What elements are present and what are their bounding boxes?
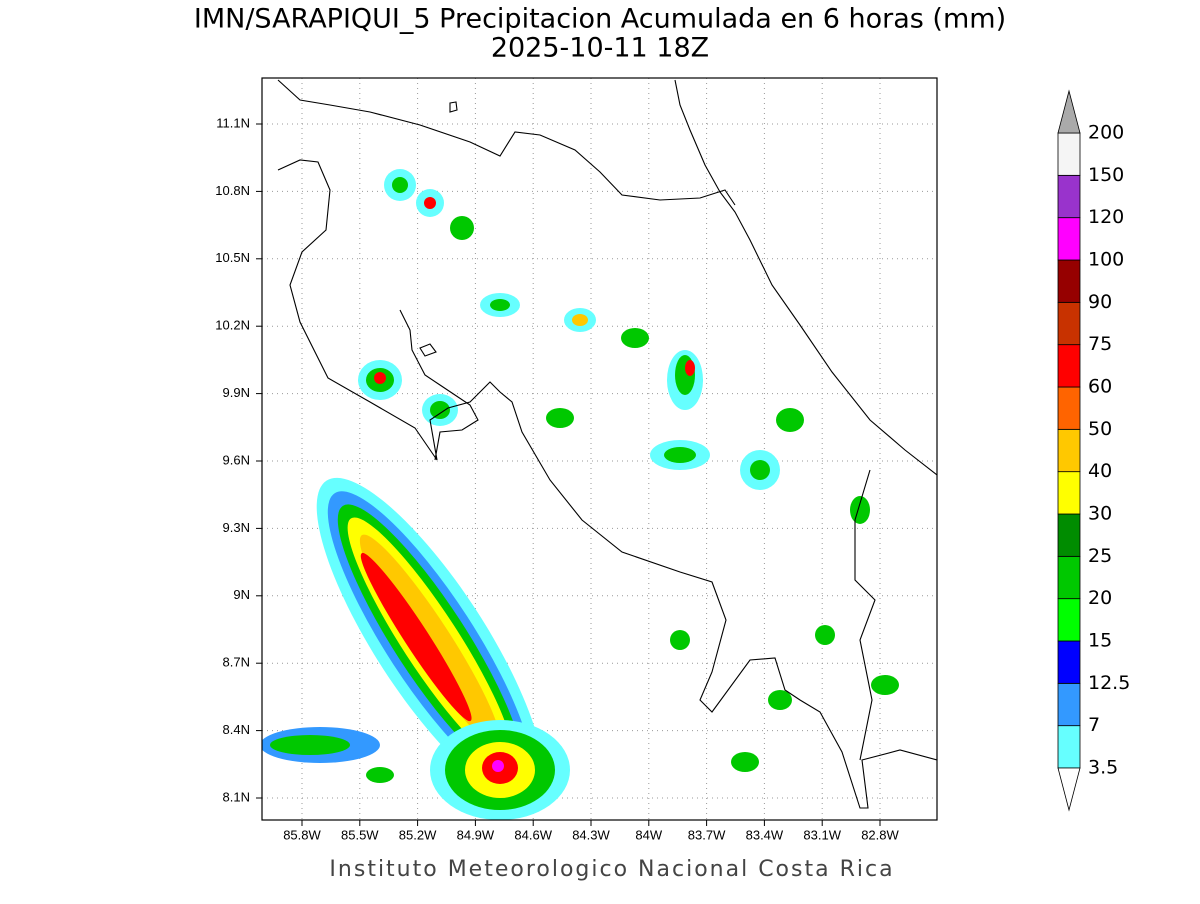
- lon-label: 84.6W: [514, 827, 552, 842]
- colorbar-label: 90: [1088, 291, 1112, 313]
- lon-label: 83.4W: [746, 827, 784, 842]
- colorbar-segment: [1057, 344, 1081, 388]
- grid: [262, 78, 937, 820]
- colorbar-label: 60: [1088, 376, 1112, 398]
- colorbar: 3.5 7 12.5 15 20 25 30 40 50 60 75 90 100 120 150 200: [1057, 89, 1130, 812]
- latitude-labels: 11.1N 10.8N 10.5N 10.2N 9.9N 9.6N 9.3N 9N 8.7N 8.…: [215, 115, 262, 804]
- lon-label: 85.5W: [341, 827, 379, 842]
- colorbar-segment: [1057, 682, 1081, 727]
- precipitation: [262, 169, 899, 820]
- subtitle: 2025-10-11 18Z: [491, 33, 709, 64]
- lon-label: 85.8W: [283, 827, 321, 842]
- colorbar-label: 200: [1088, 122, 1124, 144]
- lat-label: 10.8N: [215, 183, 250, 198]
- lon-label: 82.8W: [861, 827, 899, 842]
- lat-label: 9.9N: [223, 385, 250, 400]
- colorbar-segment: [1057, 555, 1081, 600]
- lat-label: 9.6N: [223, 452, 250, 467]
- colorbar-over: [1057, 89, 1081, 134]
- colorbar-segment: [1057, 386, 1081, 430]
- colorbar-label: 150: [1088, 164, 1124, 186]
- colorbar-label: 30: [1088, 503, 1112, 525]
- footer: Instituto Meteorologico Nacional Costa R…: [329, 857, 894, 882]
- colorbar-segment: [1057, 301, 1081, 346]
- colorbar-segment: [1057, 259, 1081, 303]
- colorbar-segment: [1057, 132, 1081, 176]
- lon-label: 83.7W: [688, 827, 726, 842]
- colorbar-label: 3.5: [1088, 757, 1118, 779]
- colorbar-label: 15: [1088, 630, 1112, 652]
- coastline: [277, 79, 937, 809]
- lat-label: 8.1N: [223, 789, 250, 804]
- map-frame: [261, 77, 938, 821]
- colorbar-segment: [1057, 725, 1081, 769]
- longitude-labels: 85.8W 85.5W 85.2W 84.9W 84.6W 84.3W 84W 83.7W 83…: [283, 820, 900, 842]
- lat-label: 9.3N: [223, 520, 250, 535]
- colorbar-label: 20: [1088, 587, 1112, 609]
- lon-label: 84W: [635, 827, 662, 842]
- colorbar-segment: [1057, 174, 1081, 219]
- lat-label: 11.1N: [216, 115, 250, 130]
- colorbar-label: 75: [1088, 333, 1112, 355]
- lon-label: 83.1W: [803, 827, 841, 842]
- colorbar-label: 12.5: [1088, 672, 1130, 694]
- lon-label: 85.2W: [399, 827, 437, 842]
- colorbar-segment: [1057, 217, 1081, 261]
- colorbar-under: [1057, 767, 1081, 812]
- colorbar-label: 120: [1088, 206, 1124, 228]
- colorbar-segment: [1057, 513, 1081, 557]
- title: IMN/SARAPIQUI_5 Precipitacion Acumulada …: [194, 4, 1006, 35]
- colorbar-label: 50: [1088, 418, 1112, 440]
- colorbar-segment: [1057, 640, 1081, 684]
- colorbar-label: 7: [1088, 714, 1100, 736]
- lat-label: 10.5N: [215, 250, 250, 265]
- lat-label: 8.4N: [223, 722, 250, 737]
- lat-label: 10.2N: [215, 318, 250, 333]
- colorbar-label: 40: [1088, 460, 1112, 482]
- colorbar-label: 25: [1088, 545, 1112, 567]
- lon-label: 84.3W: [572, 827, 610, 842]
- lon-label: 84.9W: [457, 827, 495, 842]
- lat-label: 8.7N: [223, 655, 250, 670]
- colorbar-label: 100: [1088, 249, 1124, 271]
- colorbar-segment: [1057, 598, 1081, 642]
- colorbar-segment: [1057, 471, 1081, 515]
- colorbar-segment: [1057, 428, 1081, 473]
- lat-label: 9N: [233, 587, 250, 602]
